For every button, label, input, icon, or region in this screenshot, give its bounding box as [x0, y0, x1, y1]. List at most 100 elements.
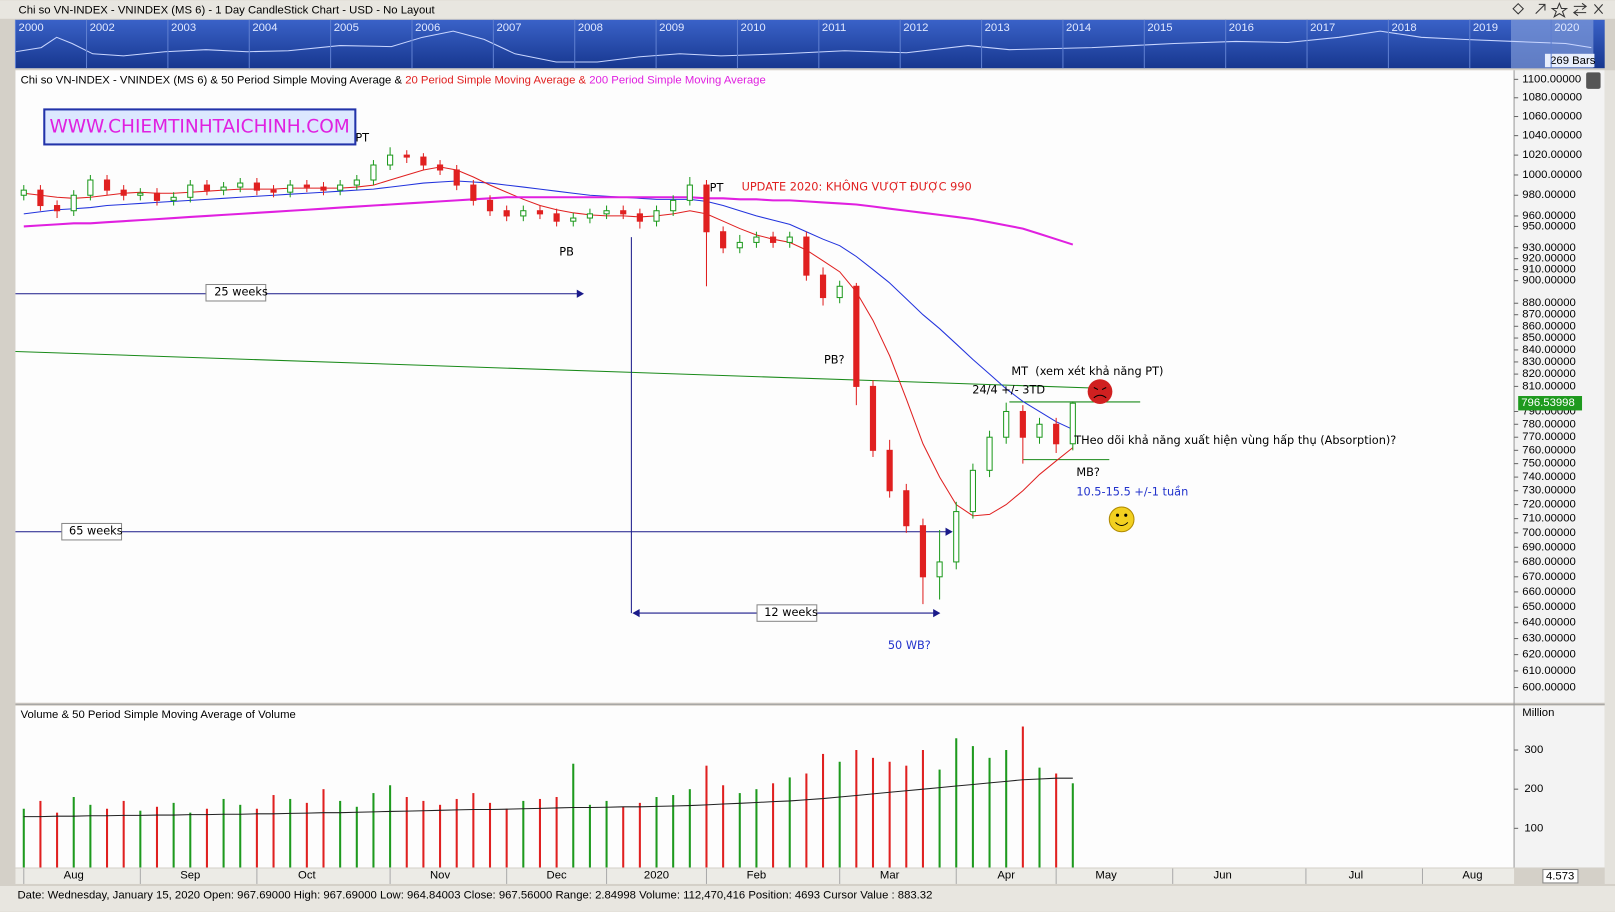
volume-bar — [1005, 750, 1008, 868]
price-axis-bg — [1514, 70, 1605, 703]
lock-icon[interactable] — [1586, 72, 1601, 89]
volume-bar — [339, 800, 342, 868]
volume-bar — [239, 804, 242, 868]
candle-body — [986, 436, 993, 471]
window-title: Chi so VN-INDEX - VNINDEX (MS 6) - 1 Day… — [19, 5, 436, 17]
volume-bar — [372, 793, 375, 868]
volume-bar — [805, 773, 808, 868]
title-part: Chi so VN-INDEX - VNINDEX (MS 6) — [21, 75, 208, 87]
icon[interactable] — [1550, 1, 1569, 18]
candle-body — [620, 210, 627, 215]
volume-bar — [139, 810, 142, 868]
face-detail — [1093, 387, 1107, 399]
candle-body — [753, 236, 760, 243]
x-tick-label: Nov — [430, 870, 450, 882]
volume-panel — [15, 705, 1515, 868]
volume-bar — [189, 812, 192, 868]
volume-bar — [938, 769, 941, 868]
candle-body — [836, 285, 843, 299]
candle-body — [886, 449, 893, 492]
candle-body — [586, 213, 594, 219]
y-tick-label: 740.00000 — [1522, 471, 1575, 483]
arrow-head — [945, 527, 953, 536]
volume-bar — [688, 789, 691, 868]
moving-average — [23, 166, 1074, 517]
candle-body — [1003, 410, 1010, 438]
candle-body — [769, 236, 777, 243]
y-tick-label: 1020.00000 — [1522, 149, 1582, 161]
candle-body — [869, 385, 877, 451]
candle-body — [1019, 410, 1026, 438]
scrollbar[interactable] — [1604, 70, 1615, 884]
icon[interactable] — [1594, 4, 1604, 14]
x-tick-label: Dec — [547, 870, 567, 882]
candle-body — [20, 189, 27, 196]
volume-bar — [488, 802, 492, 868]
title-part: 20 Period Simple Moving Average — [405, 75, 575, 87]
volume-bar — [738, 793, 741, 868]
icon[interactable] — [1572, 2, 1588, 17]
volume-bar — [572, 763, 575, 868]
y-tick-label: 100 — [1524, 822, 1543, 834]
annotation: WWW.CHIEMTINHTAICHINH.COM — [49, 116, 349, 137]
volume-bar — [655, 796, 658, 868]
overview-year: 2014 — [1066, 22, 1091, 34]
candle-body — [953, 511, 960, 563]
volume-bar — [1055, 773, 1058, 868]
candle-body — [203, 184, 211, 191]
candle-body — [919, 525, 927, 578]
candle-body — [436, 164, 444, 171]
volume-bar — [888, 761, 891, 868]
candle-body — [520, 210, 527, 217]
overview-strip[interactable] — [15, 19, 1605, 69]
overview-year: 2009 — [659, 22, 684, 34]
overview-line — [15, 30, 1592, 63]
overview-year: 2008 — [578, 22, 603, 34]
toolbar-icons[interactable] — [1512, 1, 1604, 18]
candle-body — [969, 469, 976, 513]
icon[interactable] — [1535, 3, 1546, 14]
candle-body — [936, 561, 943, 578]
volume-bar — [921, 750, 924, 868]
annotation: PT — [710, 181, 724, 195]
annotation: 65 weeks — [69, 524, 123, 538]
volume-bar — [822, 753, 825, 868]
volume-bar — [588, 804, 591, 868]
candle-body — [703, 184, 710, 233]
candle-body — [903, 490, 910, 527]
y-tick-label: 880.00000 — [1522, 297, 1575, 309]
volume-bar — [422, 800, 425, 868]
candle-body — [686, 184, 693, 201]
annotation: THeo dõi khả năng xuất hiện vùng hấp thụ… — [1073, 433, 1396, 447]
label-box — [756, 604, 818, 622]
zoom-box[interactable] — [1542, 869, 1579, 884]
candle-body — [137, 192, 144, 196]
volume-bar — [389, 785, 392, 868]
candle-body — [786, 236, 793, 243]
arrow-head — [576, 289, 584, 298]
candle-body — [853, 285, 860, 387]
overview-year: 2005 — [334, 22, 359, 34]
volume-bar — [1071, 783, 1074, 868]
volume-bar — [72, 796, 75, 868]
overview-year: 2012 — [903, 22, 928, 34]
annotation: MB? — [1076, 465, 1100, 479]
icon[interactable] — [1512, 2, 1525, 15]
volume-bar — [538, 798, 541, 868]
annotation: PB? — [824, 353, 845, 367]
candle-body — [170, 196, 177, 201]
candle-body — [736, 241, 743, 249]
candle-body — [237, 182, 244, 188]
y-tick-label: 200 — [1524, 783, 1543, 795]
y-tick-label: 610.00000 — [1522, 665, 1575, 677]
y-tick-label: 770.00000 — [1522, 431, 1575, 443]
y-tick-label: 700.00000 — [1522, 527, 1575, 539]
candle-body — [303, 184, 310, 188]
volume-bar — [106, 808, 109, 868]
zoom-value[interactable]: 4.573 — [1546, 871, 1574, 883]
x-tick-label: Aug — [1462, 870, 1482, 882]
candle-body — [353, 179, 360, 186]
candle-body — [53, 205, 61, 212]
drawings — [15, 108, 1141, 622]
